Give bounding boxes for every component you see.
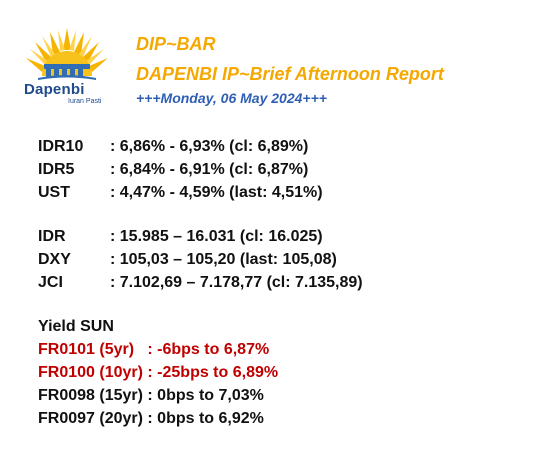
rate-label: IDR10 [38,138,84,155]
market-label: JCI [38,274,63,291]
logo-tagline: Iuran Pasti [68,98,102,105]
market-row-dxy: DXY : 105,03 – 105,20 (last: 105,08) [38,251,337,274]
market-label: IDR [38,228,66,245]
yield-sun-item: FR0097 (20yr) : 0bps to 6,92% [38,410,264,427]
market-value: : 15.985 – 16.031 (cl: 16.025) [110,228,323,245]
logo-name: Dapenbi [24,81,85,98]
market-label: DXY [38,251,71,268]
rate-value: : 6,84% - 6,91% (cl: 6,87%) [110,161,309,178]
rate-row-idr10: IDR10 : 6,86% - 6,93% (cl: 6,89%) [38,138,308,161]
rate-label: IDR5 [38,161,75,178]
yield-sun-item: FR0101 (5yr) : -6bps to 6,87% [38,341,270,358]
yield-sun-title: Yield SUN [38,318,114,335]
rate-value: : 4,47% - 4,59% (last: 4,51%) [110,184,323,201]
yield-sun-item: FR0100 (10yr) : -25bps to 6,89% [38,364,279,381]
dapenbi-logo: Dapenbi Iuran Pasti [8,20,126,116]
rate-row-ust: UST : 4,47% - 4,59% (last: 4,51%) [38,184,323,207]
spacer [38,297,278,318]
report-subtitle: DAPENBI IP~Brief Afternoon Report [136,64,444,84]
market-row-jci: JCI : 7.102,69 – 7.178,77 (cl: 7.135,89) [38,274,363,297]
yield-sun-item: FR0098 (15yr) : 0bps to 7,03% [38,387,264,404]
report-title: DIP~BAR [136,34,216,54]
market-value: : 105,03 – 105,20 (last: 105,08) [110,251,337,268]
market-row-idr: IDR : 15.985 – 16.031 (cl: 16.025) [38,228,323,251]
rate-value: : 6,86% - 6,93% (cl: 6,89%) [110,138,309,155]
rate-row-idr5: IDR5 : 6,84% - 6,91% (cl: 6,87%) [38,161,308,184]
sun-logo-icon [26,28,108,80]
report-date: +++Monday, 06 May 2024+++ [136,90,327,106]
rate-label: UST [38,184,70,201]
report-body: IDR10 : 6,86% - 6,93% (cl: 6,89%) IDR5 :… [38,138,363,433]
market-value: : 7.102,69 – 7.178,77 (cl: 7.135,89) [110,274,363,291]
spacer [38,207,278,228]
